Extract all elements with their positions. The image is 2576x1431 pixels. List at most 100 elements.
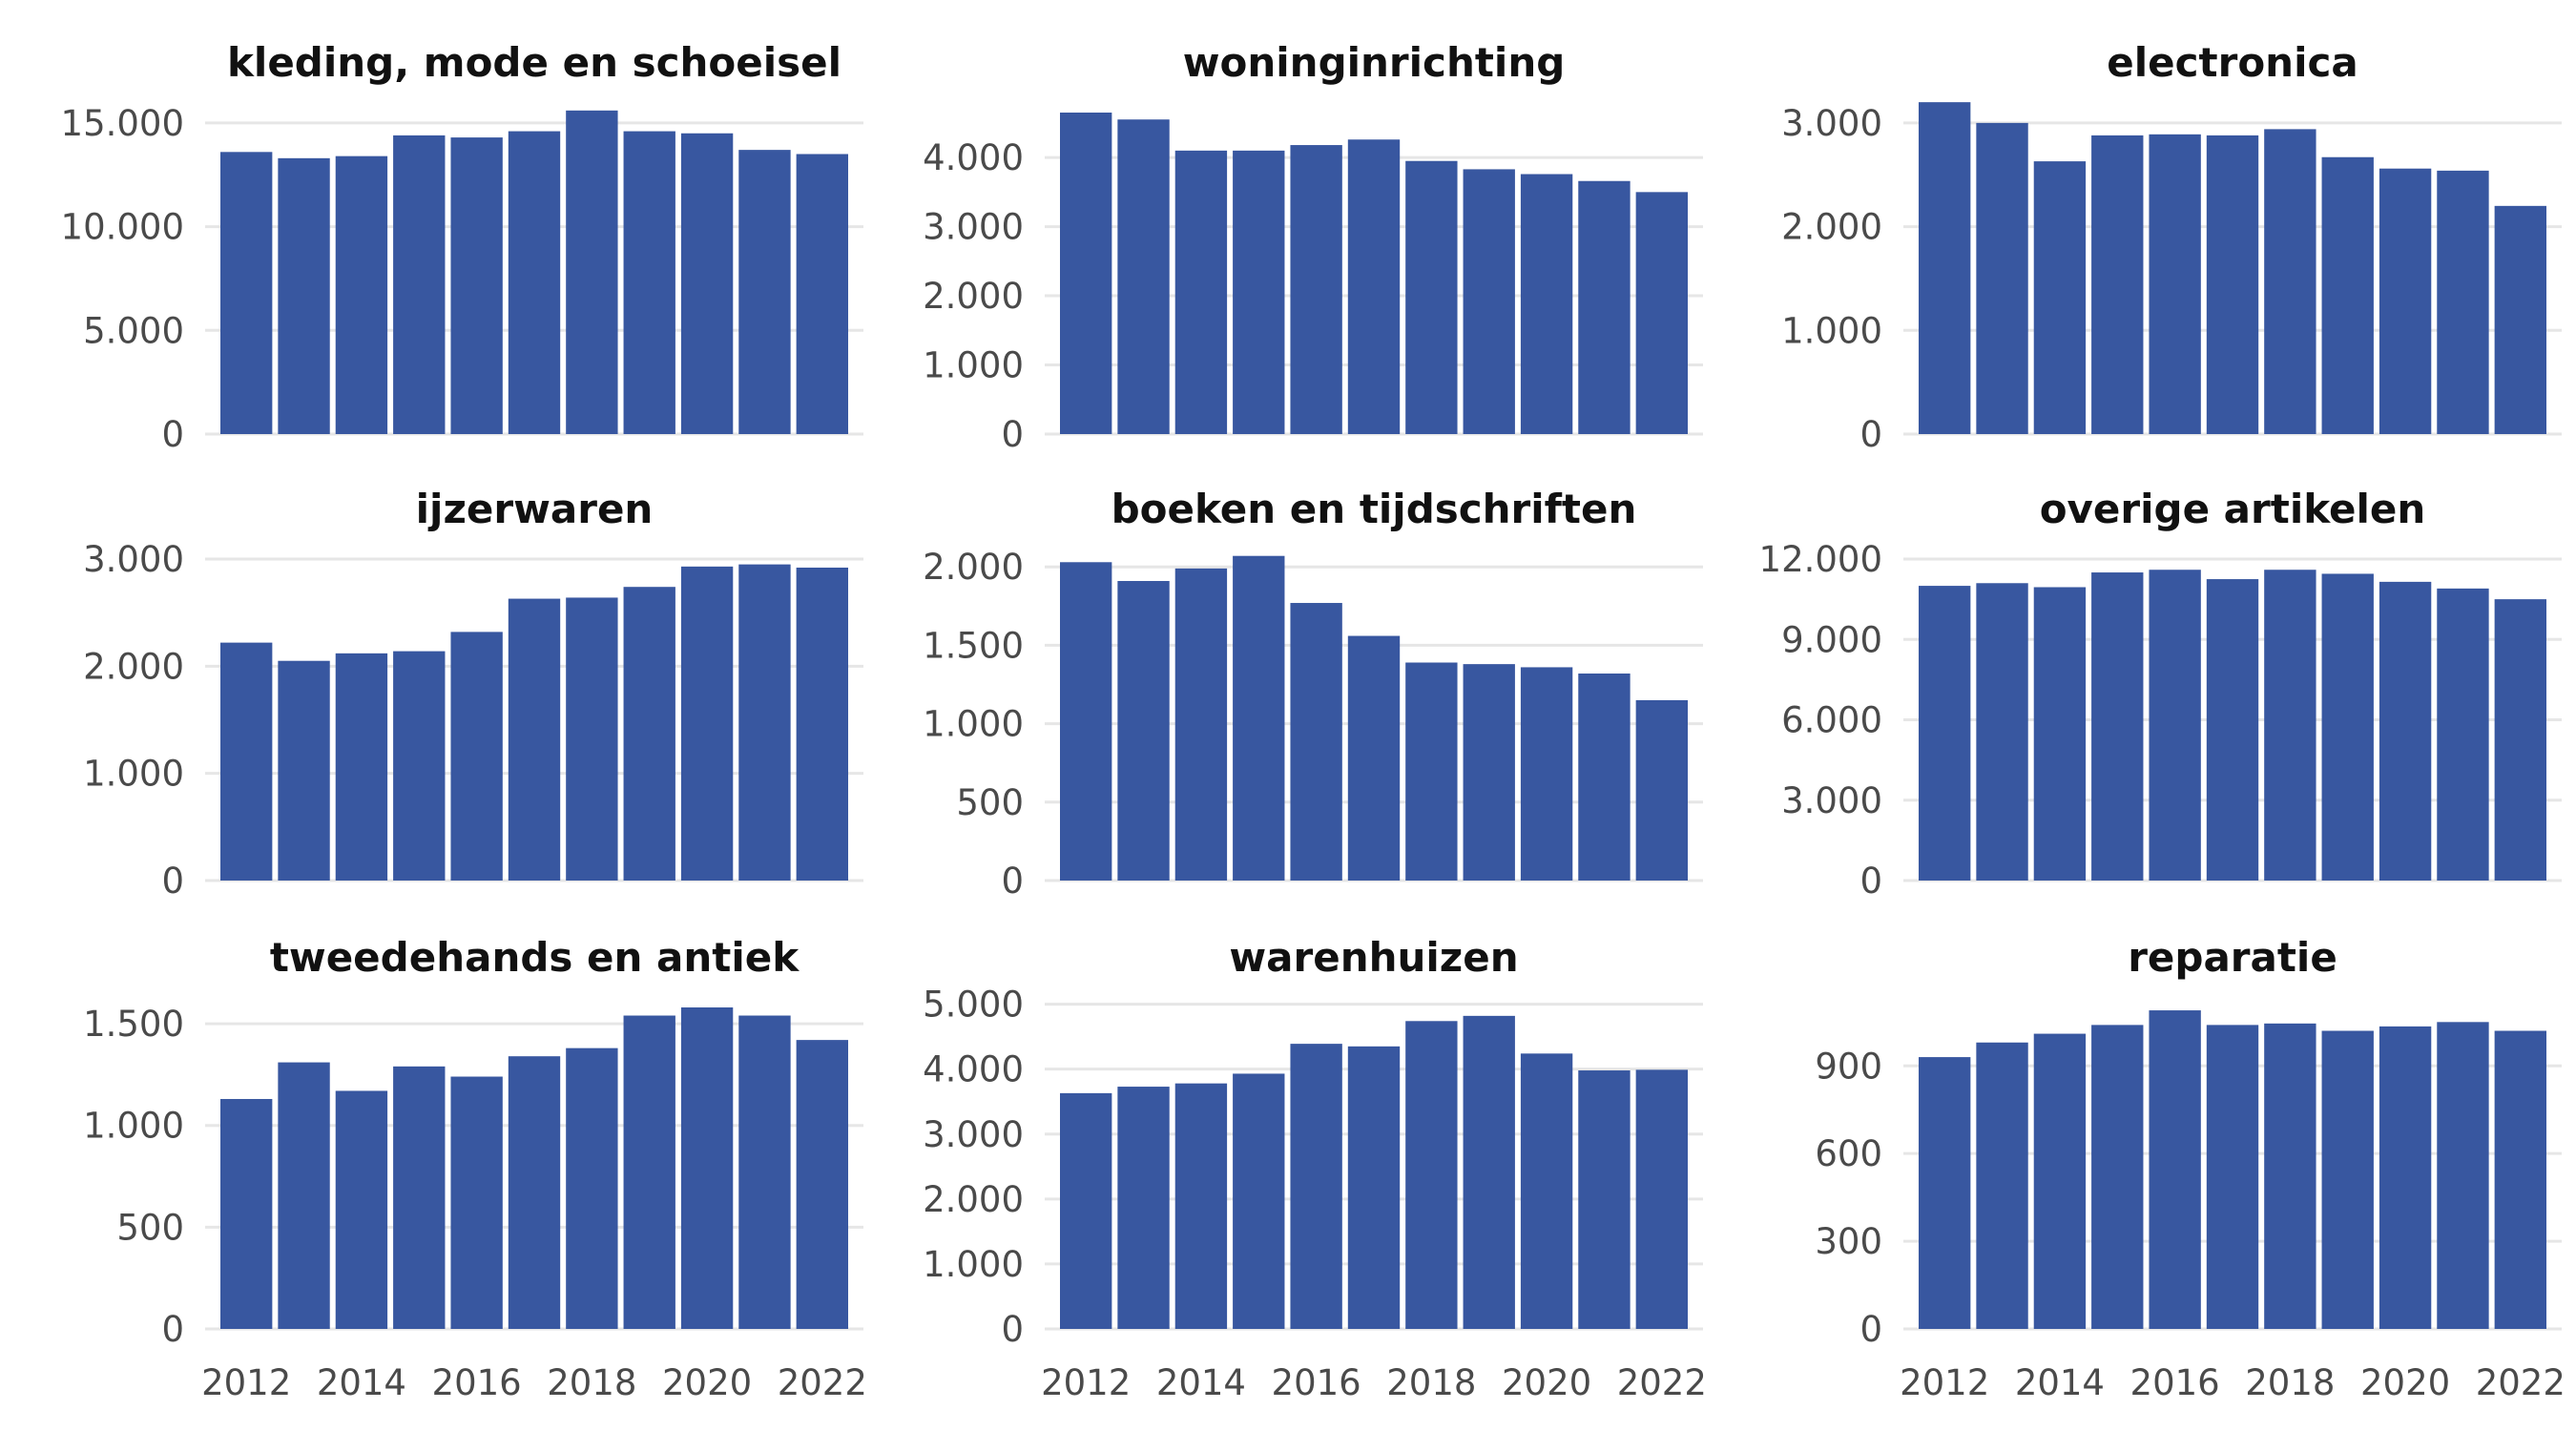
bar [1635, 192, 1688, 434]
bar [1976, 1042, 2028, 1329]
x-tick-label: 2014 [1156, 1362, 1246, 1403]
bar [450, 137, 503, 434]
bar [2149, 1010, 2201, 1329]
bar [450, 1076, 503, 1329]
bar [1463, 664, 1515, 881]
panel-title: reparatie [2128, 934, 2337, 981]
bar [278, 1062, 330, 1329]
bar [2379, 168, 2432, 434]
x-tick-label: 2018 [1386, 1362, 1476, 1403]
bar [1520, 667, 1573, 881]
bar [566, 110, 618, 434]
bar [1919, 102, 1971, 435]
bar [738, 150, 791, 434]
chart-panel: 0 1.000 2.000 3.000 4.000 woninginrichting [923, 39, 1703, 455]
y-tick-label: 1.000 [83, 1106, 184, 1147]
bar [796, 154, 848, 434]
y-tick-label: 0 [161, 414, 184, 455]
x-tick-label: 2014 [2015, 1362, 2105, 1403]
bar [2206, 135, 2259, 434]
y-tick-label: 2.000 [923, 1179, 1024, 1220]
bar [1117, 581, 1170, 881]
bar [220, 1098, 273, 1329]
y-tick-label: 1.500 [83, 1004, 184, 1045]
bar [1290, 145, 1342, 434]
chart-panel: 0 1.000 2.000 3.000 ijzerwaren [83, 486, 863, 902]
panel-title: boeken en tijdschriften [1111, 486, 1637, 532]
x-tick-label: 2022 [1617, 1362, 1707, 1403]
bar [278, 157, 330, 434]
bar [1520, 1053, 1573, 1329]
panel-title: warenhuizen [1229, 934, 1518, 981]
bar [508, 1056, 561, 1329]
bar [2206, 579, 2259, 881]
bar [1290, 603, 1342, 881]
x-tick-label: 2018 [2245, 1362, 2335, 1403]
panel-title: electronica [2107, 39, 2358, 86]
bar [1174, 1083, 1228, 1329]
bar [2437, 170, 2489, 434]
bar [1174, 568, 1228, 881]
x-tick-label: 2012 [1041, 1362, 1131, 1403]
y-tick-label: 500 [956, 782, 1024, 823]
chart-panel: 0 1.000 2.000 3.000 electronica [1781, 39, 2562, 455]
y-tick-label: 0 [161, 1309, 184, 1350]
y-tick-label: 0 [1859, 1309, 1882, 1350]
x-tick-label: 2016 [2130, 1362, 2220, 1403]
y-tick-label: 2.000 [923, 276, 1024, 317]
bar [1117, 119, 1170, 434]
bar [1405, 662, 1458, 881]
bar [623, 587, 675, 881]
x-tick-label: 2016 [432, 1362, 522, 1403]
bar [1405, 1021, 1458, 1329]
y-tick-label: 4.000 [923, 137, 1024, 178]
chart-panel: 0 3.000 6.000 9.000 12.000 overige artikelen [1759, 486, 2562, 902]
bar [1976, 583, 2028, 881]
y-tick-label: 1.500 [923, 625, 1024, 666]
bar [2437, 588, 2489, 881]
bar [2321, 1030, 2374, 1329]
y-tick-label: 6.000 [1781, 700, 1882, 741]
bar [2494, 1030, 2546, 1329]
bar [1290, 1044, 1342, 1329]
bar [1520, 174, 1573, 434]
x-tick-label: 2022 [2476, 1362, 2566, 1403]
x-tick-label: 2022 [778, 1362, 867, 1403]
bar [220, 642, 273, 881]
bar [1347, 635, 1401, 881]
bar [566, 1047, 618, 1329]
bar [335, 653, 388, 881]
bar [508, 131, 561, 434]
y-tick-label: 1.000 [923, 345, 1024, 386]
y-tick-label: 3.000 [923, 207, 1024, 248]
bar [796, 1040, 848, 1329]
bar [1233, 1073, 1285, 1329]
x-tick-label: 2020 [1502, 1362, 1591, 1403]
y-tick-label: 1.000 [83, 754, 184, 795]
y-tick-label: 500 [116, 1207, 184, 1248]
y-tick-label: 1.000 [923, 704, 1024, 745]
bar [680, 133, 734, 434]
y-tick-label: 1.000 [923, 1244, 1024, 1285]
y-tick-label: 2.000 [83, 646, 184, 687]
bar [738, 1015, 791, 1329]
bar [2206, 1025, 2259, 1329]
bar [1233, 555, 1285, 881]
chart-panel: 0 500 1.000 1.500 tweedehands en antiek 2012 2… [83, 934, 867, 1403]
panel-title: tweedehands en antiek [270, 934, 800, 981]
bar [2091, 135, 2144, 434]
x-tick-label: 2012 [201, 1362, 291, 1403]
bar [2033, 1033, 2087, 1329]
bar [2149, 570, 2201, 881]
panel-title: overige artikelen [2040, 486, 2426, 532]
bar [2264, 129, 2316, 434]
bar [1463, 1015, 1515, 1329]
bar [220, 152, 273, 434]
bar [680, 1007, 734, 1329]
bar [2494, 205, 2546, 434]
bar [1463, 169, 1515, 434]
bar [1060, 1092, 1112, 1329]
bar [1578, 1070, 1631, 1329]
y-tick-label: 2.000 [923, 547, 1024, 588]
x-tick-label: 2018 [547, 1362, 636, 1403]
